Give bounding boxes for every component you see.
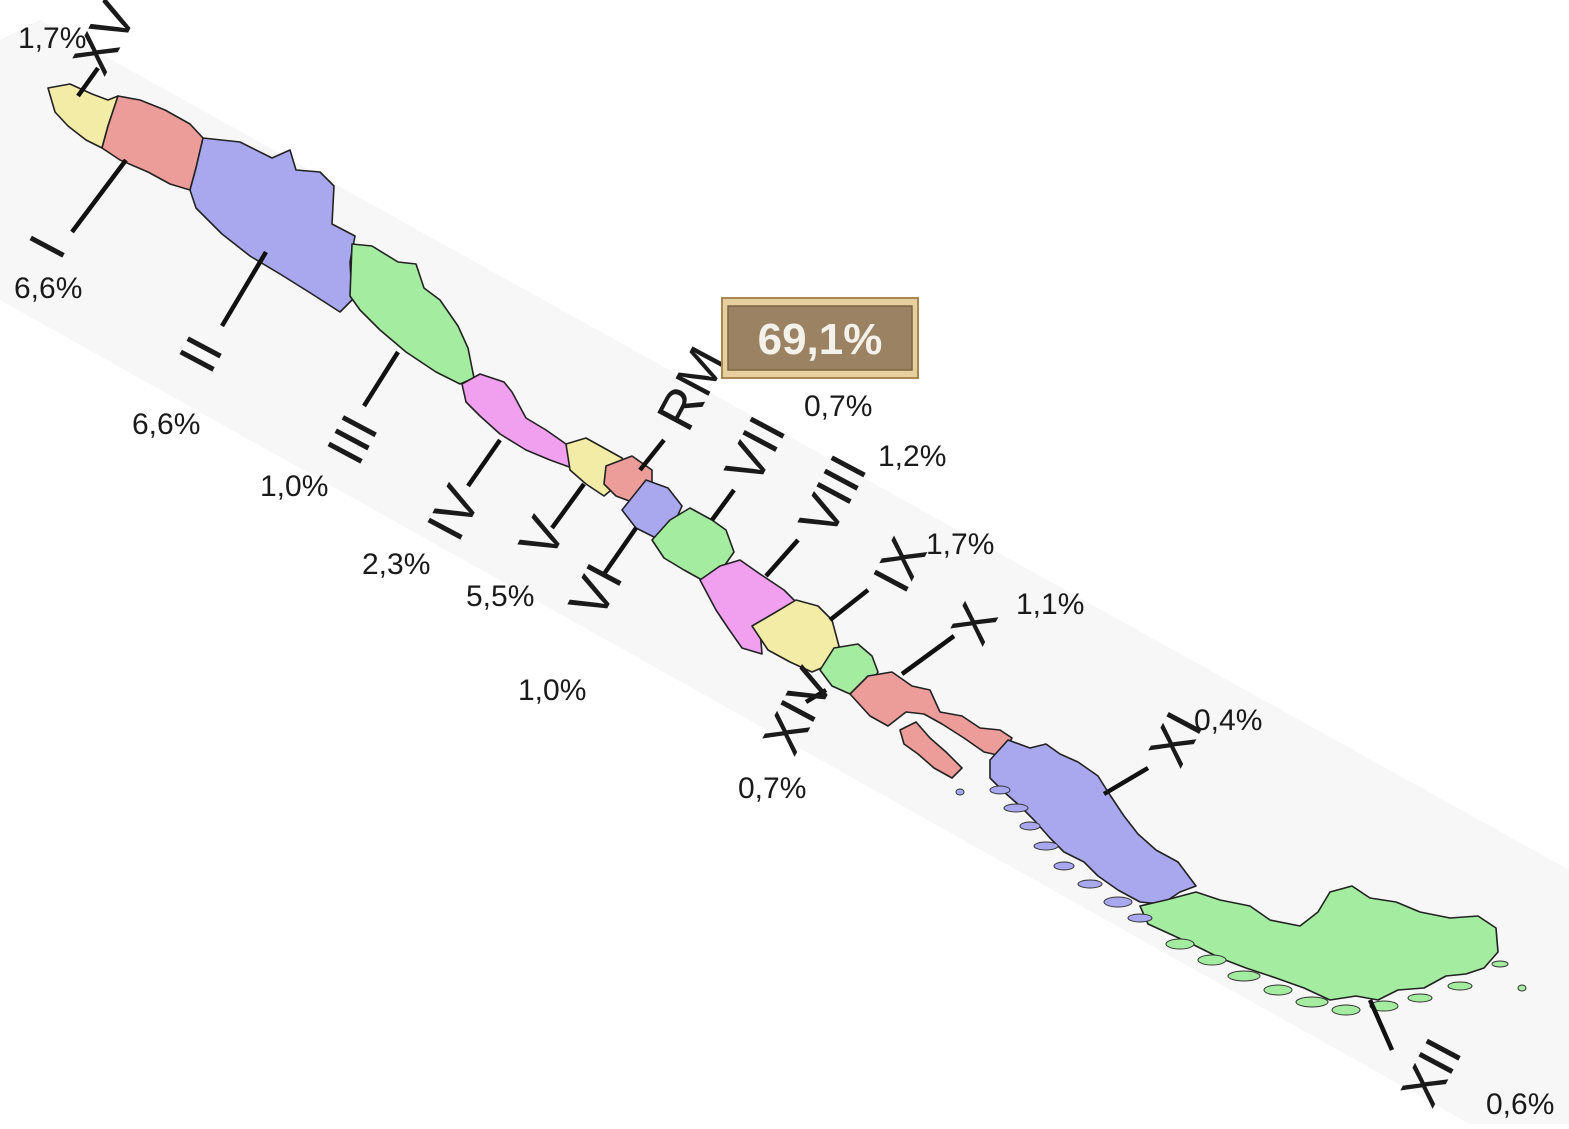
region-vii bbox=[651, 507, 735, 581]
pct-label: 0,6% bbox=[1486, 1088, 1554, 1121]
leader-lines bbox=[70, 66, 1395, 1051]
pct-label: 1,0% bbox=[260, 470, 328, 503]
pct-label: 1,7% bbox=[926, 528, 994, 561]
pct-label: 0,7% bbox=[804, 390, 872, 423]
pct-label: 2,3% bbox=[362, 548, 430, 581]
region-x-island bbox=[899, 721, 963, 779]
pct-label: 0,7% bbox=[738, 772, 806, 805]
pct-label: 6,6% bbox=[132, 408, 200, 441]
pct-label: 1,0% bbox=[518, 674, 586, 707]
highlight-box: 69,1% bbox=[721, 297, 919, 379]
region-iii bbox=[349, 243, 475, 385]
pct-label: 0,4% bbox=[1194, 704, 1262, 737]
percentage-labels: 1,7% 6,6% 6,6% 1,0% 2,3% 5,5% 1,0% 0,7% … bbox=[14, 22, 1554, 1121]
pct-label: 1,7% bbox=[18, 22, 86, 55]
pct-label: 1,2% bbox=[878, 440, 946, 473]
pct-label: 5,5% bbox=[466, 580, 534, 613]
highlight-value: 69,1% bbox=[758, 315, 883, 364]
southern-islands bbox=[955, 785, 1527, 1016]
pct-label: 6,6% bbox=[14, 272, 82, 305]
region-x bbox=[849, 671, 1013, 757]
pct-label: 1,1% bbox=[1016, 588, 1084, 621]
region-xii bbox=[1139, 885, 1499, 1001]
